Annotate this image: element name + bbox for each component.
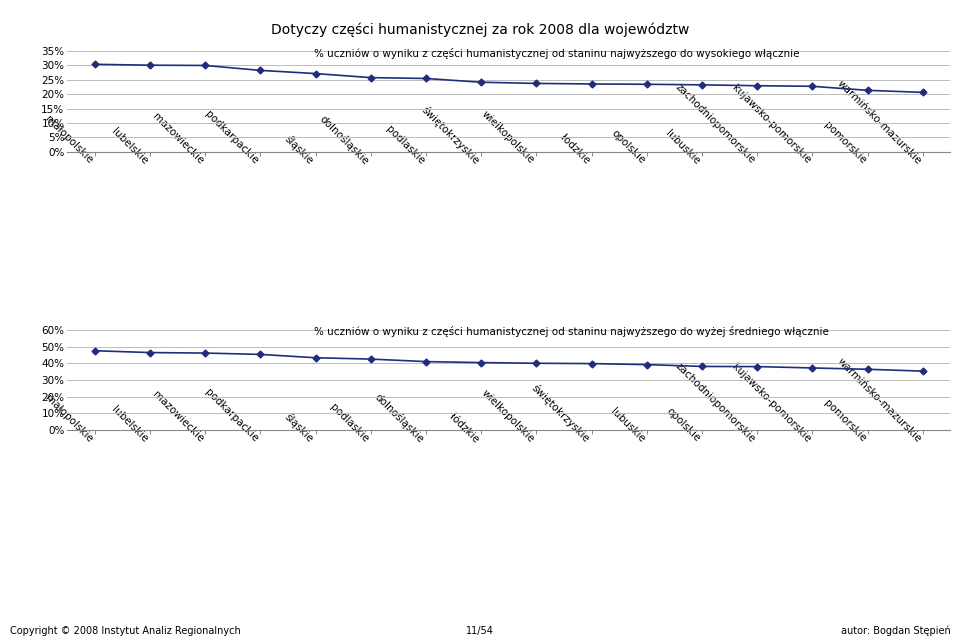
Text: autor: Bogdan Stępień: autor: Bogdan Stępień <box>841 625 950 636</box>
Text: % uczniów o wyniku z części humanistycznej od staninu najwyższego do wysokiego w: % uczniów o wyniku z części humanistyczn… <box>315 48 800 59</box>
Text: Copyright © 2008 Instytut Analiz Regionalnych: Copyright © 2008 Instytut Analiz Regiona… <box>10 625 240 636</box>
Text: 11/54: 11/54 <box>466 625 494 636</box>
Text: % uczniów o wyniku z części humanistycznej od staninu najwyższego do wyżej średn: % uczniów o wyniku z części humanistyczn… <box>315 326 829 337</box>
Text: Dotyczy części humanistycznej za rok 2008 dla województw: Dotyczy części humanistycznej za rok 200… <box>271 22 689 37</box>
